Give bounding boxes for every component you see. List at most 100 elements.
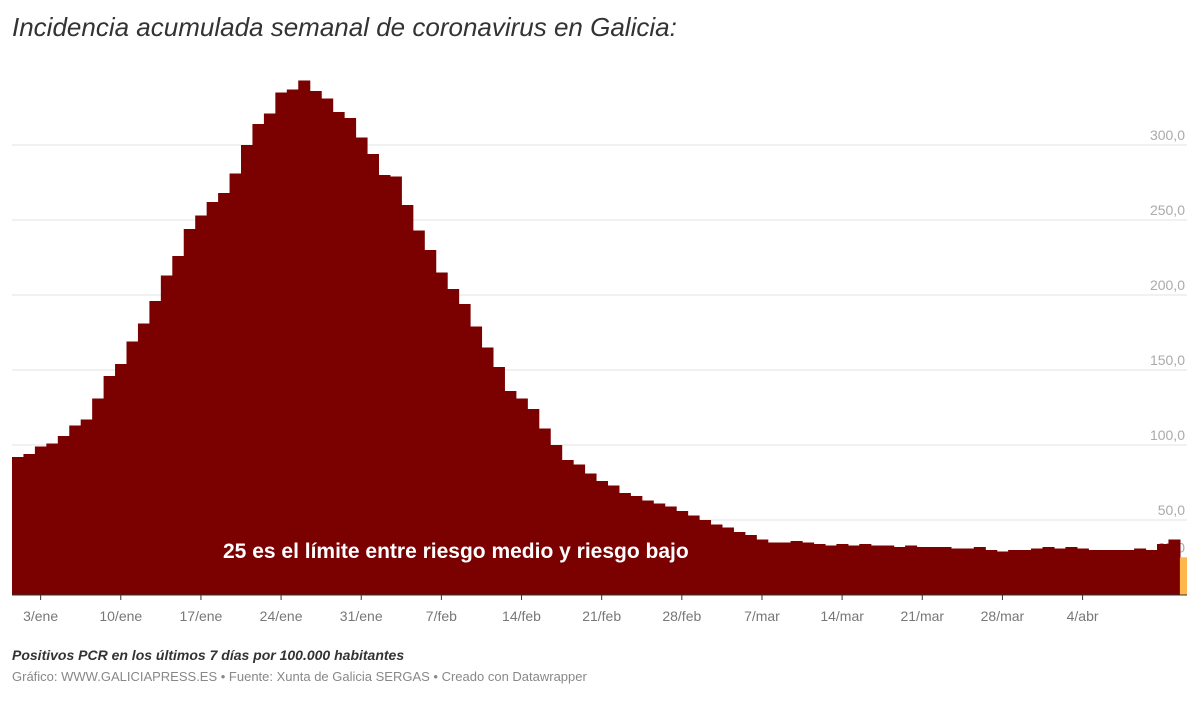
- bar: [973, 547, 986, 595]
- bar: [470, 326, 483, 595]
- y-tick-label: 50,0: [1158, 502, 1185, 518]
- bars: [12, 80, 1187, 595]
- x-tick-label: 14/mar: [820, 608, 864, 624]
- bar: [1042, 547, 1055, 595]
- bar: [1157, 544, 1170, 595]
- bar: [607, 485, 620, 595]
- bar: [1099, 550, 1112, 595]
- x-axis: 3/ene 10/ene 17/ene 24/ene 31/ene 7/feb 14/feb…: [23, 595, 1099, 624]
- bar: [103, 376, 116, 595]
- bar: [1076, 548, 1089, 595]
- threshold-annotation: 25 es el límite entre riesgo medio y rie…: [223, 540, 689, 563]
- bar: [481, 347, 494, 595]
- bar: [1122, 550, 1135, 595]
- bar: [195, 215, 208, 595]
- bar: [1111, 550, 1124, 595]
- x-tick-label: 14/feb: [502, 608, 541, 624]
- x-tick-label: 21/feb: [582, 608, 621, 624]
- bar: [206, 202, 219, 595]
- bar: [836, 544, 849, 595]
- bar: [676, 511, 689, 595]
- bar: [218, 193, 231, 595]
- x-tick-label: 3/ene: [23, 608, 58, 624]
- bar: [1088, 550, 1101, 595]
- bar: [905, 545, 918, 595]
- bar: [149, 301, 162, 595]
- bar: [172, 256, 185, 595]
- bar: [298, 80, 311, 595]
- y-tick-label: 250,0: [1150, 202, 1185, 218]
- y-tick-label: 300,0: [1150, 127, 1185, 143]
- bar: [767, 542, 780, 595]
- bar: [962, 548, 975, 595]
- bar: [1053, 548, 1066, 595]
- bar: [378, 175, 391, 595]
- chart-footer: Gráfico: WWW.GALICIAPRESS.ES • Fuente: X…: [12, 669, 587, 684]
- bar: [46, 443, 59, 595]
- x-tick-label: 31/ene: [340, 608, 383, 624]
- bar: [424, 250, 437, 595]
- bar: [344, 118, 357, 595]
- bar: [321, 98, 334, 595]
- bar: [57, 436, 70, 595]
- x-tick-label: 28/mar: [981, 608, 1025, 624]
- bar: [1168, 539, 1181, 595]
- bar: [618, 493, 631, 595]
- bar: [928, 547, 941, 595]
- bar: [160, 275, 173, 595]
- x-tick-label: 28/feb: [662, 608, 701, 624]
- bar: [401, 205, 414, 595]
- x-tick-label: 7/mar: [744, 608, 780, 624]
- bar: [733, 532, 746, 595]
- bar: [584, 473, 597, 595]
- bar: [1134, 548, 1147, 595]
- bar: [366, 154, 379, 595]
- bar: [252, 124, 265, 595]
- bar: [939, 547, 952, 595]
- bar: [332, 112, 345, 595]
- bar: [412, 230, 425, 595]
- chart-notes: Positivos PCR en los últimos 7 días por …: [12, 647, 405, 663]
- bar: [309, 91, 322, 595]
- bar: [824, 545, 837, 595]
- bar: [137, 323, 150, 595]
- y-tick-label: 150,0: [1150, 352, 1185, 368]
- bar: [286, 89, 299, 595]
- bar: [790, 541, 803, 595]
- bar: [595, 481, 608, 595]
- bar: [34, 446, 47, 595]
- y-tick-label: 100,0: [1150, 427, 1185, 443]
- bar: [263, 113, 276, 595]
- bar: [744, 535, 757, 595]
- bar: [447, 289, 460, 595]
- x-tick-label: 21/mar: [900, 608, 944, 624]
- bar: [664, 506, 677, 595]
- bar: [1065, 547, 1078, 595]
- bar: [573, 464, 586, 595]
- bar: [561, 460, 574, 595]
- bar: [813, 544, 826, 595]
- x-tick-label: 24/ene: [260, 608, 303, 624]
- bar: [126, 341, 139, 595]
- bar: [996, 551, 1009, 595]
- bar: [950, 548, 963, 595]
- bar: [1031, 548, 1044, 595]
- bar: [710, 524, 723, 595]
- bar: [515, 398, 528, 595]
- bar: [1019, 550, 1032, 595]
- x-tick-label: 17/ene: [180, 608, 223, 624]
- bar: [12, 457, 25, 595]
- bar: [721, 527, 734, 595]
- bar: [985, 550, 998, 595]
- bar: [756, 539, 769, 595]
- bar: [527, 409, 540, 595]
- bar: [630, 496, 643, 595]
- bar: [699, 520, 712, 595]
- bar: [355, 137, 368, 595]
- x-tick-label: 7/feb: [426, 608, 457, 624]
- bar: [492, 367, 505, 595]
- bar: [1008, 550, 1021, 595]
- bar: [802, 542, 815, 595]
- bar: [275, 92, 288, 595]
